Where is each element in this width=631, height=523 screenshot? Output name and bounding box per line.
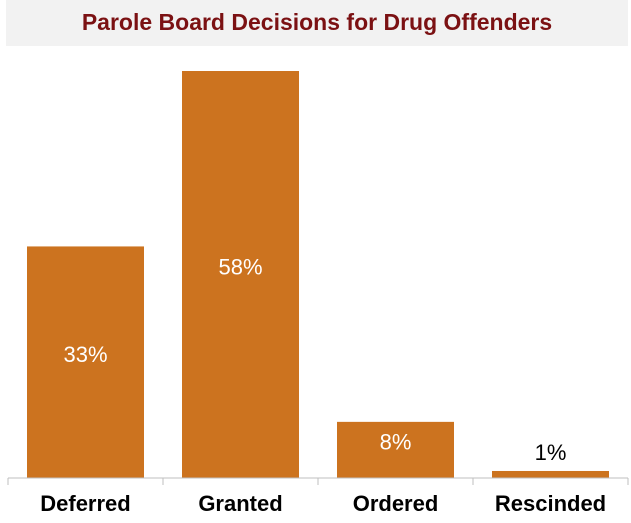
bar xyxy=(182,71,299,478)
title-band xyxy=(6,0,628,46)
x-tick-label: Deferred xyxy=(40,491,130,516)
bar xyxy=(27,246,144,478)
data-label: 58% xyxy=(218,254,262,279)
bar xyxy=(337,421,454,478)
x-tick-label: Ordered xyxy=(353,491,439,516)
data-label: 33% xyxy=(63,342,107,367)
bar xyxy=(492,470,609,478)
data-label: 1% xyxy=(535,440,567,465)
data-label: 8% xyxy=(380,430,412,455)
chart-title: Parole Board Decisions for Drug Offender… xyxy=(82,9,552,35)
x-tick-label: Granted xyxy=(198,491,282,516)
x-tick-label: Rescinded xyxy=(495,491,606,516)
